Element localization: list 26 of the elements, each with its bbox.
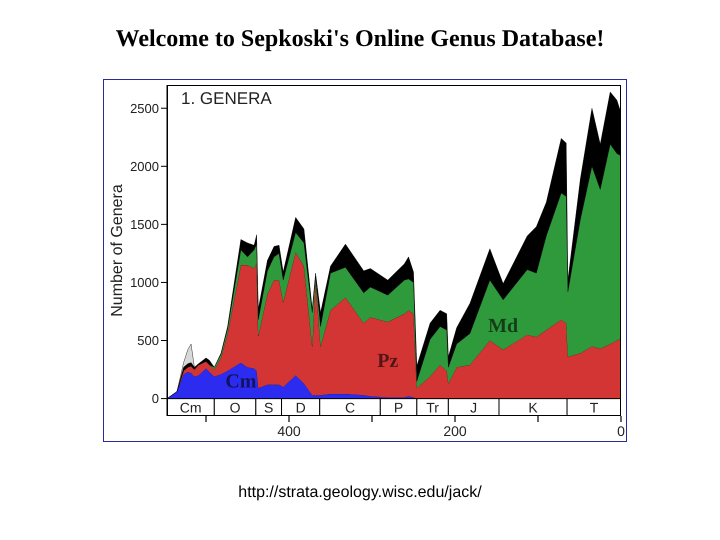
band-label: C (344, 399, 356, 416)
annotation: 1. GENERA (181, 89, 272, 109)
y-tick-label: 2000 (130, 158, 159, 174)
series-label: Cm (225, 370, 257, 393)
y-tick-label: 2500 (130, 100, 159, 116)
band-label: J (470, 399, 478, 416)
x-tick-label: 0 (617, 423, 626, 439)
text: http://strata.geology.wisc.edu/jack/ (237, 484, 483, 502)
x-tick-label: 200 (443, 423, 467, 439)
y-tick-label: 0 (152, 391, 159, 406)
y-tick-label: 1000 (130, 275, 159, 290)
series-label: Md (488, 314, 518, 337)
band-label: P (394, 399, 404, 416)
band-label: S (264, 399, 274, 416)
x-tick-label: 400 (277, 423, 301, 439)
band-label: T (590, 399, 599, 416)
band-label: K (528, 399, 538, 416)
y-tick-label: 1500 (130, 216, 159, 232)
chart-title: Welcome to Sepkoski's Online Genus Database! (114, 26, 606, 53)
y-tick-label: 500 (137, 333, 159, 348)
band-label: Tr (426, 399, 440, 416)
band-label: O (230, 399, 241, 416)
band-label: Cm (180, 399, 202, 416)
band-label: D (296, 399, 306, 416)
y-axis-title: Number of Genera (109, 184, 126, 317)
series-label: Pz (377, 350, 398, 372)
